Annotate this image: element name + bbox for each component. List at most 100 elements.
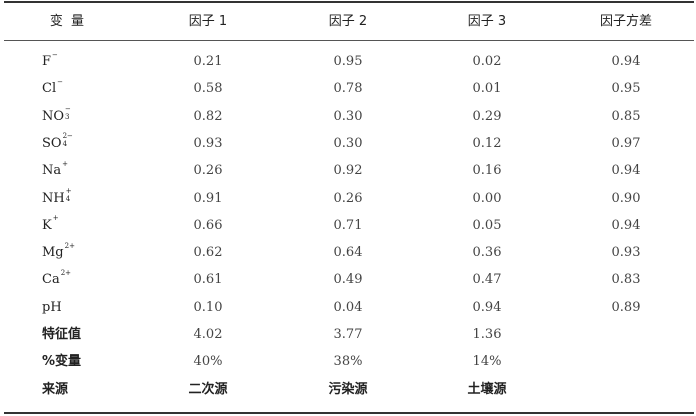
cell-value: 0.94 (611, 163, 641, 179)
cell-value: 0.89 (611, 299, 641, 315)
table-header: 变 量 因子 1 因子 2 因子 3 因子方差 (0, 10, 696, 34)
cell-value: 0.26 (193, 163, 223, 179)
subscript (65, 250, 75, 258)
superscript: + (65, 187, 72, 195)
variable-base: SO (42, 135, 62, 151)
header-factor-2: 因子 2 (328, 14, 368, 29)
cell-value: 0.36 (472, 245, 502, 261)
summary-value: 3.77 (333, 327, 363, 342)
summary-row: %变量 40% 38% 14% (0, 350, 696, 374)
summary-value: 40% (193, 354, 223, 370)
superscript: + (52, 214, 59, 223)
superscript: 2− (62, 132, 73, 141)
bottom-rule (4, 412, 694, 414)
variable-base: Cl (42, 81, 57, 97)
cell-value: 0.10 (193, 299, 223, 315)
variable-base: pH (42, 299, 62, 315)
table-row: K + 0.66 0.71 0.05 0.94 (0, 214, 696, 238)
superscript: − (57, 77, 63, 86)
cell-value: 0.02 (472, 54, 502, 69)
subscript (62, 168, 68, 176)
subscript (52, 59, 58, 67)
variable-scripts: 2+ (65, 242, 75, 258)
subscript (53, 222, 59, 230)
summary-row: 特征值 4.02 3.77 1.36 (0, 323, 696, 347)
cell-value: 0.01 (472, 81, 502, 97)
superscript: 2+ (64, 241, 75, 250)
cell-value: 0.92 (333, 163, 363, 179)
variable-base: Ca (42, 272, 60, 288)
variable-scripts: 2− 4 (63, 132, 73, 148)
cell-value: 0.62 (193, 245, 223, 261)
variable-base: NH (42, 190, 65, 206)
variable-base: Na (42, 163, 62, 179)
cell-value: 0.94 (472, 299, 502, 315)
subscript: 4 (62, 140, 68, 149)
superscript: − (65, 105, 71, 114)
cell-value: 0.85 (611, 108, 641, 124)
header-rule (4, 40, 694, 41)
cell-value: 0.49 (333, 272, 363, 288)
subscript: 3 (65, 113, 70, 122)
table-row: Na + 0.26 0.92 0.16 0.94 (0, 159, 696, 183)
top-rule (4, 1, 694, 3)
cell-value: 0.94 (611, 217, 641, 233)
header-variable: 变 量 (49, 14, 87, 29)
variable-scripts: −3 (65, 105, 71, 121)
summary-value: 土壤源 (467, 381, 507, 397)
table-row: Ca 2+ 0.61 0.49 0.47 0.83 (0, 268, 696, 292)
cell-value: 0.12 (472, 135, 502, 151)
cell-value: 0.93 (193, 135, 223, 151)
table-row: pH 0.10 0.04 0.94 0.89 (0, 296, 696, 320)
cell-value: 0.16 (472, 163, 502, 179)
header-factor-1: 因子 1 (188, 14, 228, 29)
subscript (61, 277, 71, 285)
summary-label: 来源 (42, 381, 69, 397)
cell-value: 0.97 (611, 135, 641, 151)
cell-value: 0.71 (333, 217, 363, 233)
variable-base: NO (42, 108, 65, 124)
table-row: Cl − 0.58 0.78 0.01 0.95 (0, 77, 696, 101)
variable-label: Na + (42, 159, 142, 183)
summary-value: 污染源 (328, 381, 368, 397)
cell-value: 0.83 (611, 272, 641, 288)
superscript: + (62, 159, 69, 168)
variable-label: Ca 2+ (42, 268, 142, 292)
variable-label: NH +4 (42, 187, 142, 211)
cell-value: 0.58 (193, 81, 223, 97)
header-communality: 因子方差 (599, 14, 652, 29)
summary-value: 14% (472, 354, 502, 370)
variable-base: K (42, 217, 52, 233)
variable-scripts: + (62, 160, 68, 176)
table-row: F − 0.21 0.95 0.02 0.94 (0, 50, 696, 74)
cell-value: 0.94 (611, 54, 641, 69)
variable-scripts: +4 (66, 187, 72, 203)
table-row: SO 2− 4 0.93 0.30 0.12 0.97 (0, 132, 696, 156)
cell-value: 0.66 (193, 217, 223, 233)
variable-label: SO 2− 4 (42, 132, 142, 156)
superscript: 2+ (60, 268, 72, 277)
subscript: 4 (65, 195, 71, 203)
variable-label: Mg 2+ (42, 241, 142, 265)
cell-value: 0.95 (611, 81, 641, 97)
variable-label: K + (42, 214, 142, 238)
table-row: NH +4 0.91 0.26 0.00 0.90 (0, 187, 696, 211)
variable-scripts: − (57, 78, 63, 94)
cell-value: 0.91 (193, 190, 223, 206)
summary-value: 二次源 (188, 381, 228, 397)
variable-label: Cl − (42, 77, 142, 101)
header-factor-3: 因子 3 (467, 14, 507, 29)
variable-label: F − (42, 50, 142, 74)
variable-label: NO −3 (42, 105, 142, 129)
cell-value: 0.26 (333, 190, 363, 206)
superscript: − (52, 50, 58, 59)
table-row: NO −3 0.82 0.30 0.29 0.85 (0, 105, 696, 129)
variable-label: pH (42, 296, 142, 320)
summary-value: 4.02 (193, 327, 223, 342)
variable-scripts: − (52, 51, 58, 67)
table-row: Mg 2+ 0.62 0.64 0.36 0.93 (0, 241, 696, 265)
summary-label: %变量 (42, 354, 82, 370)
summary-row: 来源 二次源 污染源 土壤源 (0, 378, 696, 402)
summary-value: 38% (333, 354, 363, 370)
cell-value: 0.47 (472, 272, 502, 288)
